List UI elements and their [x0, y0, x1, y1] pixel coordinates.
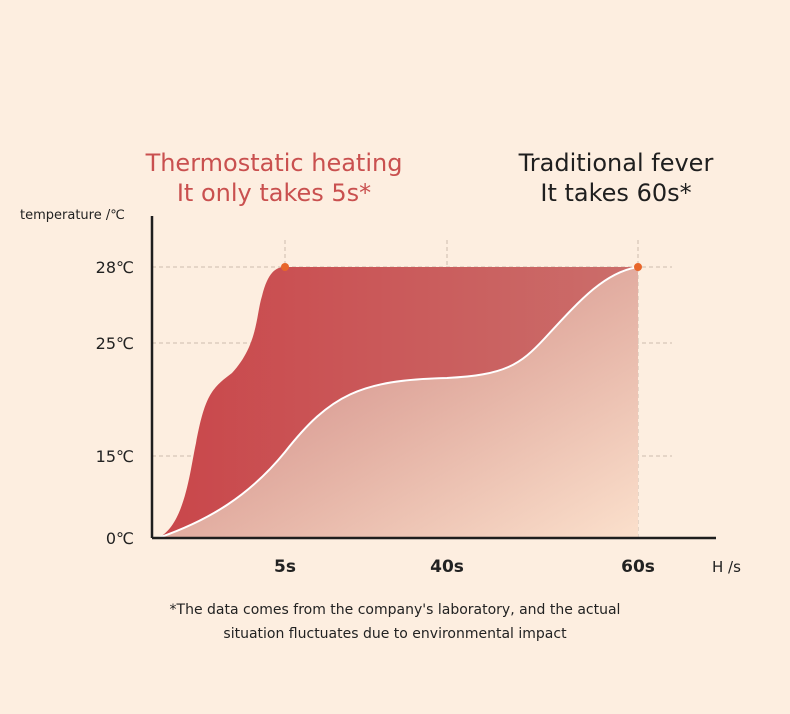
traditional-fever-label: Traditional fever It takes 60s* — [500, 148, 732, 208]
x-tick-label: 5s — [274, 557, 296, 577]
annotation-a-line2: It only takes 5s* — [176, 179, 372, 207]
y-axis-label: temperature /℃ — [20, 208, 125, 223]
annotation-b-line1: Traditional fever — [518, 149, 714, 177]
thermostatic-heating-label: Thermostatic heating It only takes 5s* — [140, 148, 408, 208]
traditional-heating-area — [158, 267, 638, 538]
y-tick-label: 28℃ — [96, 258, 134, 277]
annotation-a-line1: Thermostatic heating — [145, 149, 403, 177]
x-tick-label: 60s — [621, 557, 655, 577]
axes — [150, 216, 716, 540]
y-tick-label: 15℃ — [96, 447, 134, 466]
x-tick-label: 40s — [430, 557, 464, 577]
annotation-b-line2: It takes 60s* — [540, 179, 692, 207]
footnote-line1: *The data comes from the company's labor… — [169, 602, 621, 618]
footnote-line2: situation fluctuates due to environmenta… — [223, 626, 567, 642]
end-point-marker-1 — [634, 263, 642, 271]
end-point-marker-0 — [281, 263, 289, 271]
y-tick-label: 25℃ — [96, 334, 134, 353]
footnote: *The data comes from the company's labor… — [95, 598, 695, 646]
y-tick-label: 0℃ — [106, 529, 134, 548]
traditional-heating-line — [157, 266, 639, 539]
x-axis-label: H /s — [712, 558, 741, 576]
